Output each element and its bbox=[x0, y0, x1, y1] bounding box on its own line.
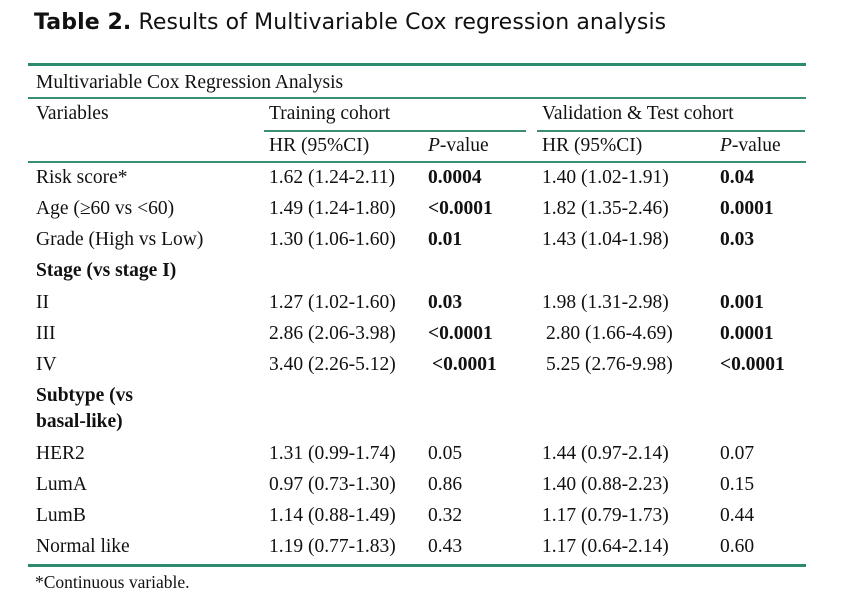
row-train-hr: 2.86 (2.06-3.98) bbox=[269, 323, 396, 344]
table-title: Results of Multivariable Cox regression … bbox=[138, 10, 667, 35]
validation-group-rule bbox=[537, 130, 805, 132]
row-variable: Grade (High vs Low) bbox=[36, 229, 204, 250]
row-val-hr: 5.25 (2.76-9.98) bbox=[546, 354, 673, 375]
row-val-p: 0.07 bbox=[720, 443, 755, 464]
header-bottom-rule bbox=[28, 161, 806, 163]
row-train-p: 0.05 bbox=[428, 443, 463, 464]
row-variable: II bbox=[36, 292, 49, 313]
row-val-hr: 1.82 (1.35-2.46) bbox=[542, 198, 669, 219]
row-train-p: 0.01 bbox=[428, 229, 463, 250]
row-train-p: 0.86 bbox=[428, 474, 463, 495]
section-header-stage: Stage (vs stage I) bbox=[36, 260, 177, 281]
group-training-header: Training cohort bbox=[269, 103, 391, 124]
table-footnote: *Continuous variable. bbox=[35, 572, 190, 592]
row-val-hr: 1.40 (0.88-2.23) bbox=[542, 474, 669, 495]
train-p-header: P-value bbox=[428, 135, 489, 156]
row-val-p: 0.15 bbox=[720, 474, 755, 495]
row-train-hr: 1.30 (1.06-1.60) bbox=[269, 229, 396, 250]
span-header: Multivariable Cox Regression Analysis bbox=[36, 72, 344, 93]
group-validation-header: Validation & Test cohort bbox=[542, 103, 734, 124]
row-train-p: 0.03 bbox=[428, 292, 463, 313]
row-train-p: <0.0001 bbox=[428, 198, 493, 219]
row-val-p: 0.60 bbox=[720, 536, 755, 557]
row-variable: Age (≥60 vs <60) bbox=[36, 198, 175, 219]
row-train-p: 0.0004 bbox=[428, 167, 482, 188]
val-hr-header: HR (95%CI) bbox=[542, 135, 643, 156]
training-group-rule bbox=[264, 130, 526, 132]
row-val-hr: 2.80 (1.66-4.69) bbox=[546, 323, 673, 344]
val-p-header: P-value bbox=[720, 135, 781, 156]
row-val-hr: 1.17 (0.64-2.14) bbox=[542, 536, 669, 557]
section-header-subtype: Subtype (vs bbox=[36, 385, 133, 406]
row-train-hr: 0.97 (0.73-1.30) bbox=[269, 474, 396, 495]
table-label: Table 2. bbox=[34, 10, 132, 35]
row-val-p: 0.44 bbox=[720, 505, 755, 526]
row-train-hr: 1.31 (0.99-1.74) bbox=[269, 443, 396, 464]
train-hr-header: HR (95%CI) bbox=[269, 135, 370, 156]
row-variable: HER2 bbox=[36, 443, 85, 464]
row-val-hr: 1.43 (1.04-1.98) bbox=[542, 229, 669, 250]
row-train-p: 0.32 bbox=[428, 505, 463, 526]
row-train-p: <0.0001 bbox=[428, 323, 493, 344]
row-train-p: 0.43 bbox=[428, 536, 463, 557]
row-variable: Normal like bbox=[36, 536, 130, 557]
row-train-hr: 1.49 (1.24-1.80) bbox=[269, 198, 396, 219]
row-train-hr: 1.62 (1.24-2.11) bbox=[269, 167, 396, 188]
row-val-p: 0.04 bbox=[720, 167, 755, 188]
row-train-hr: 1.19 (0.77-1.83) bbox=[269, 536, 396, 557]
row-variable: LumB bbox=[36, 505, 86, 526]
table-top-rule bbox=[28, 63, 806, 66]
row-val-p: <0.0001 bbox=[720, 354, 785, 375]
section-header-subtype-cont: basal-like) bbox=[36, 411, 123, 432]
row-val-hr: 1.98 (1.31-2.98) bbox=[542, 292, 669, 313]
span-header-rule bbox=[28, 97, 806, 99]
row-val-p: 0.001 bbox=[720, 292, 764, 313]
table-bottom-rule bbox=[28, 564, 806, 567]
row-variable: III bbox=[36, 323, 56, 344]
row-val-hr: 1.40 (1.02-1.91) bbox=[542, 167, 669, 188]
row-variable: LumA bbox=[36, 474, 87, 495]
row-train-hr: 1.14 (0.88-1.49) bbox=[269, 505, 396, 526]
row-val-p: 0.03 bbox=[720, 229, 755, 250]
table-caption: Table 2. Results of Multivariable Cox re… bbox=[34, 10, 666, 35]
col-variables-header: Variables bbox=[36, 103, 109, 124]
row-train-hr: 1.27 (1.02-1.60) bbox=[269, 292, 396, 313]
row-val-p: 0.0001 bbox=[720, 323, 774, 344]
row-variable: IV bbox=[36, 354, 57, 375]
row-variable: Risk score* bbox=[36, 167, 128, 188]
row-val-p: 0.0001 bbox=[720, 198, 774, 219]
row-val-hr: 1.44 (0.97-2.14) bbox=[542, 443, 669, 464]
row-val-hr: 1.17 (0.79-1.73) bbox=[542, 505, 669, 526]
row-train-hr: 3.40 (2.26-5.12) bbox=[269, 354, 396, 375]
row-train-p: <0.0001 bbox=[432, 354, 497, 375]
